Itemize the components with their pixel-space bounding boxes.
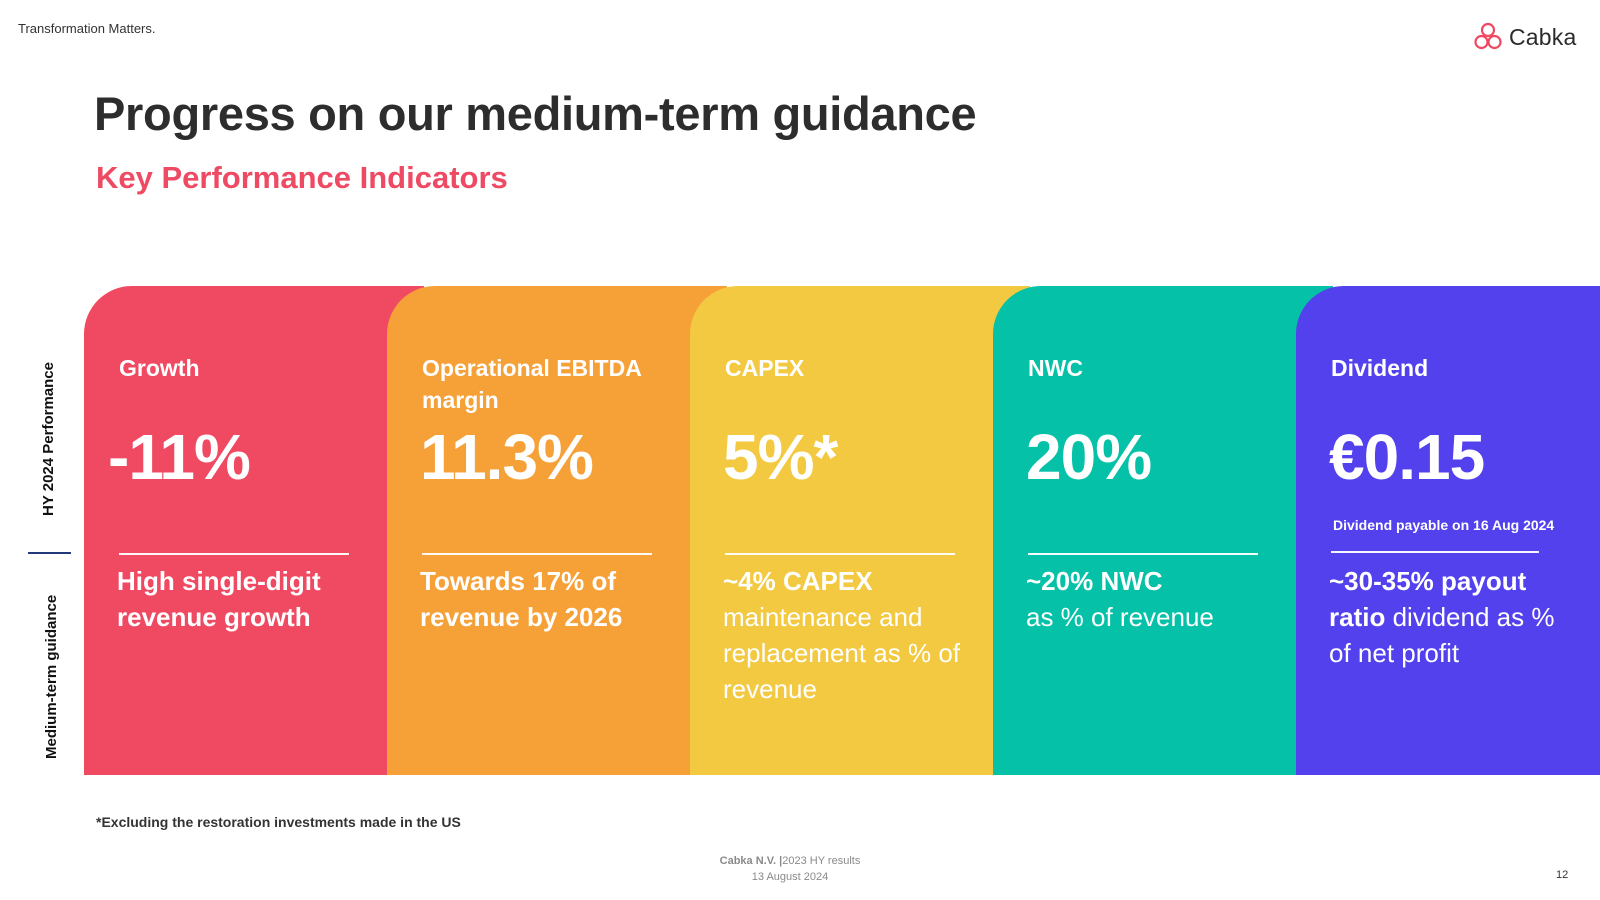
kpi-value: 11.3%: [420, 421, 594, 493]
kpi-divider: [1028, 553, 1258, 555]
kpi-guidance: High single-digit revenue growth: [117, 563, 367, 635]
kpi-guidance-bold: Towards 17% of revenue by 2026: [420, 566, 623, 632]
kpi-guidance: Towards 17% of revenue by 2026: [420, 563, 670, 635]
footer-date: 13 August 2024: [751, 871, 829, 883]
brand-name: Cabka: [1509, 23, 1577, 50]
kpi-card-growth: Growth -11% High single-digit revenue gr…: [84, 286, 424, 775]
kpi-label: Operational EBITDA margin: [422, 355, 641, 413]
kpi-guidance-bold: ~4% CAPEX: [723, 566, 873, 596]
page-subtitle: Key Performance Indicators: [96, 160, 508, 195]
kpi-value: 5%*: [723, 421, 838, 493]
kpi-guidance: ~30-35% payout ratio dividend as % of ne…: [1329, 563, 1579, 671]
kpi-card-capex: CAPEX 5%* ~4% CAPEX maintenance and repla…: [690, 286, 1030, 775]
kpi-label: Dividend: [1331, 355, 1429, 381]
kpi-value: €0.15: [1329, 421, 1485, 493]
kpi-guidance: ~20% NWC as % of revenue: [1026, 563, 1276, 635]
kpi-label: CAPEX: [725, 355, 805, 381]
footer: Cabka N.V. |2023 HY results 13 August 20…: [660, 853, 920, 885]
footer-doc: 2023 HY results: [782, 855, 861, 867]
kpi-label: NWC: [1028, 355, 1083, 381]
kpi-value: 20%: [1026, 421, 1152, 493]
brand-logo: Cabka: [1473, 22, 1576, 52]
kpi-card-nwc: NWC 20% ~20% NWC as % of revenue: [993, 286, 1333, 775]
kpi-guidance-bold: ~20% NWC: [1026, 566, 1163, 596]
kpi-divider: [725, 553, 955, 555]
kpi-value: -11%: [108, 421, 251, 493]
page-title: Progress on our medium-term guidance: [94, 87, 977, 140]
kpi-guidance-bold: High single-digit revenue growth: [117, 566, 321, 632]
footnote: *Excluding the restoration investments m…: [96, 814, 461, 830]
kpi-card-ebitda: Operational EBITDA margin 11.3% Towards …: [387, 286, 727, 775]
tagline: Transformation Matters.: [18, 21, 156, 36]
side-divider: [28, 552, 71, 554]
kpi-guidance: ~4% CAPEX maintenance and replacement as …: [723, 563, 973, 707]
kpi-guidance-rest: maintenance and replacement as % of reve…: [723, 602, 961, 704]
kpi-guidance-rest: dividend as % of net profit: [1329, 602, 1555, 668]
kpi-card-dividend: Dividend €0.15 Dividend payable on 16 Au…: [1296, 286, 1600, 775]
kpi-guidance-bold: ~30-35% payout ratio: [1329, 566, 1527, 632]
page-number: 12: [1556, 869, 1569, 881]
kpi-guidance-rest: as % of revenue: [1026, 602, 1214, 632]
kpi-divider: [422, 553, 652, 555]
kpi-note: Dividend payable on 16 Aug 2024: [1333, 517, 1555, 533]
footer-company: Cabka N.V. |: [719, 855, 783, 867]
kpi-label: Growth: [119, 355, 200, 381]
kpi-divider: [1331, 551, 1539, 553]
kpi-divider: [119, 553, 349, 555]
cabka-logo-icon: [1474, 22, 1502, 50]
